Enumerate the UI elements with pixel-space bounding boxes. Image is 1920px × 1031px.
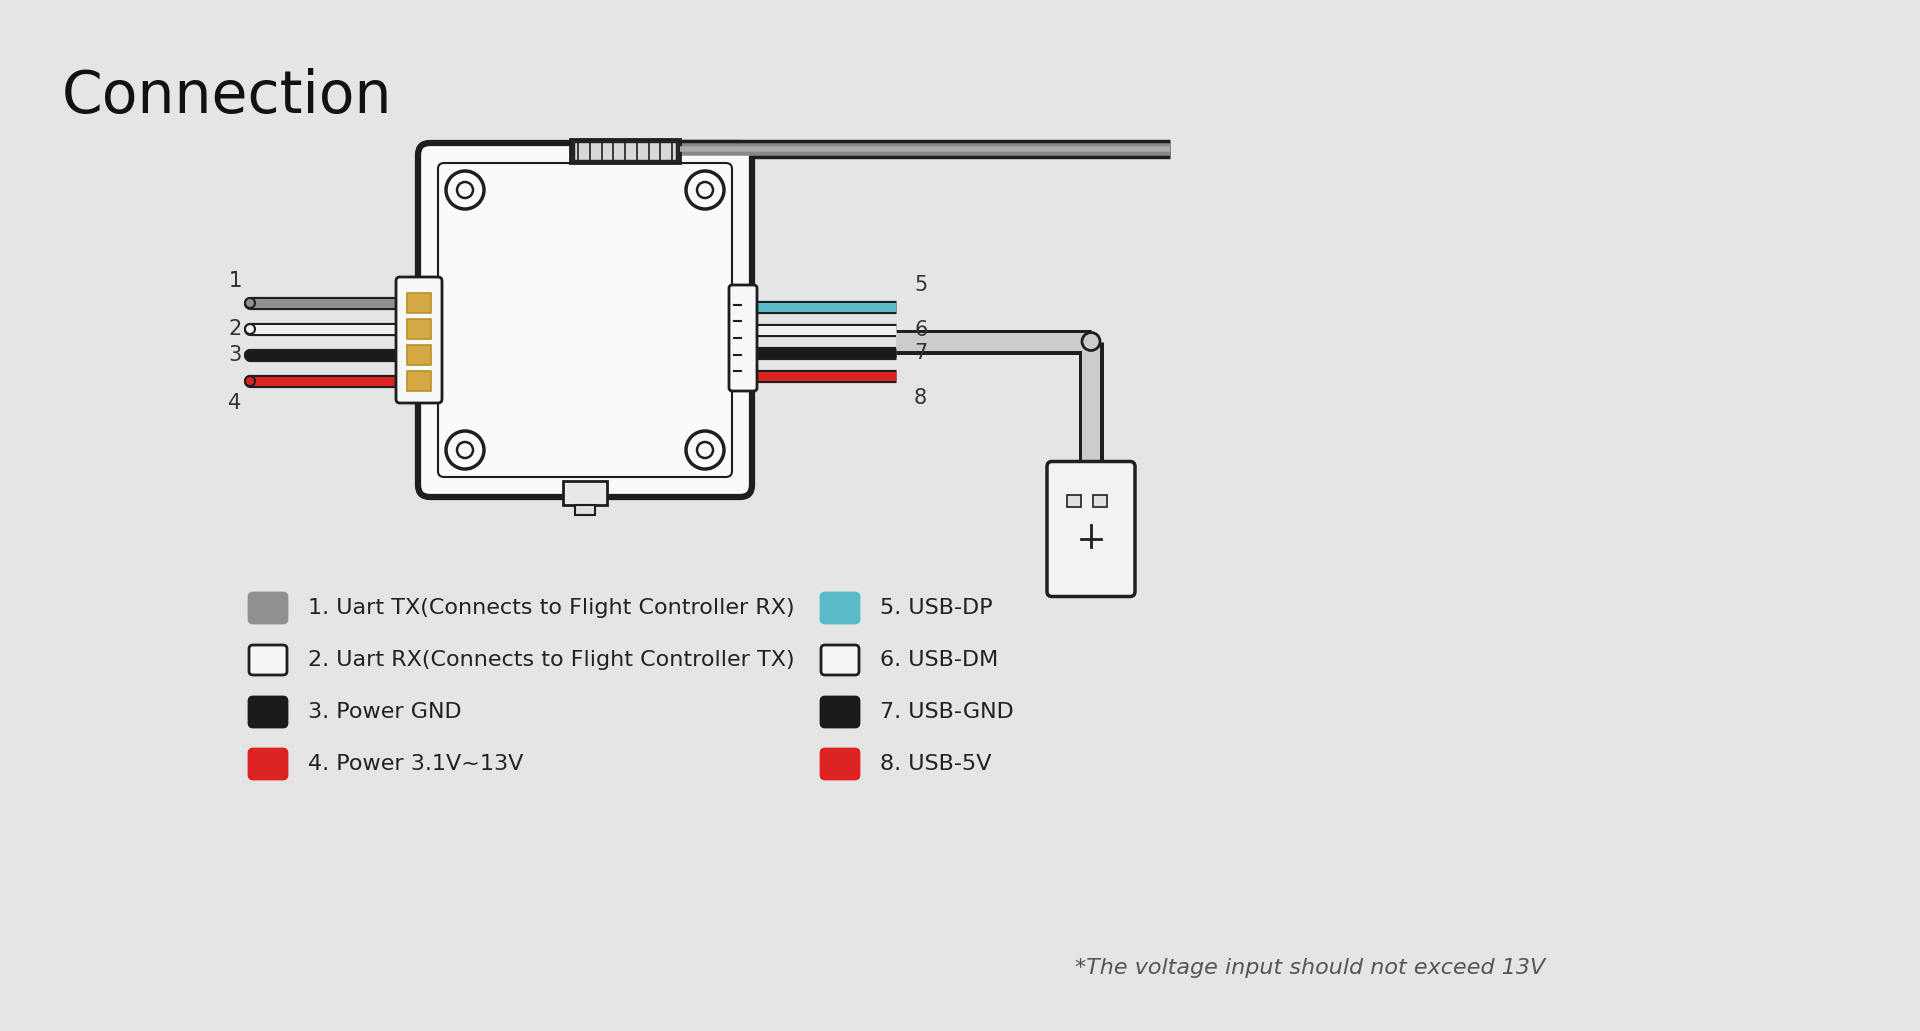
Text: 6. USB-DM: 6. USB-DM [879,650,998,670]
FancyBboxPatch shape [396,277,442,403]
Circle shape [246,324,255,334]
Text: 4: 4 [228,393,242,413]
FancyBboxPatch shape [822,593,858,623]
Circle shape [685,431,724,469]
Circle shape [445,431,484,469]
Text: 2. Uart RX(Connects to Flight Controller TX): 2. Uart RX(Connects to Flight Controller… [307,650,795,670]
Text: 8: 8 [914,388,927,408]
Text: 6: 6 [914,320,927,340]
Text: 3. Power GND: 3. Power GND [307,702,461,722]
FancyBboxPatch shape [250,749,286,779]
Text: *The voltage input should not exceed 13V: *The voltage input should not exceed 13V [1075,958,1546,978]
Text: 1. Uart TX(Connects to Flight Controller RX): 1. Uart TX(Connects to Flight Controller… [307,598,795,618]
Text: 7. USB-GND: 7. USB-GND [879,702,1014,722]
Bar [407,345,430,365]
Circle shape [445,171,484,209]
Bar [1092,495,1108,506]
Circle shape [246,376,255,386]
Bar [574,142,676,160]
Text: 3: 3 [228,345,242,365]
Text: 4. Power 3.1V~13V: 4. Power 3.1V~13V [307,754,524,774]
FancyBboxPatch shape [250,645,286,675]
Text: 2: 2 [228,319,242,339]
Bar [407,371,430,391]
FancyBboxPatch shape [822,645,858,675]
Circle shape [246,350,255,360]
Bar [1068,495,1081,506]
Circle shape [1083,333,1100,351]
Text: 1: 1 [228,271,242,291]
FancyBboxPatch shape [419,143,753,497]
FancyBboxPatch shape [822,749,858,779]
Circle shape [685,171,724,209]
Bar [407,293,430,313]
Text: 8. USB-5V: 8. USB-5V [879,754,991,774]
Bar [574,505,595,516]
FancyBboxPatch shape [822,697,858,727]
FancyBboxPatch shape [250,697,286,727]
Bar [407,319,430,339]
Bar [570,139,680,163]
Text: 5. USB-DP: 5. USB-DP [879,598,993,618]
FancyBboxPatch shape [730,285,756,391]
Text: 1: 1 [228,271,242,291]
Bar [563,481,607,505]
FancyBboxPatch shape [250,593,286,623]
Text: Connection: Connection [61,68,392,125]
Circle shape [246,298,255,308]
Text: 7: 7 [914,343,927,363]
FancyBboxPatch shape [1046,462,1135,597]
Text: 5: 5 [914,275,927,295]
